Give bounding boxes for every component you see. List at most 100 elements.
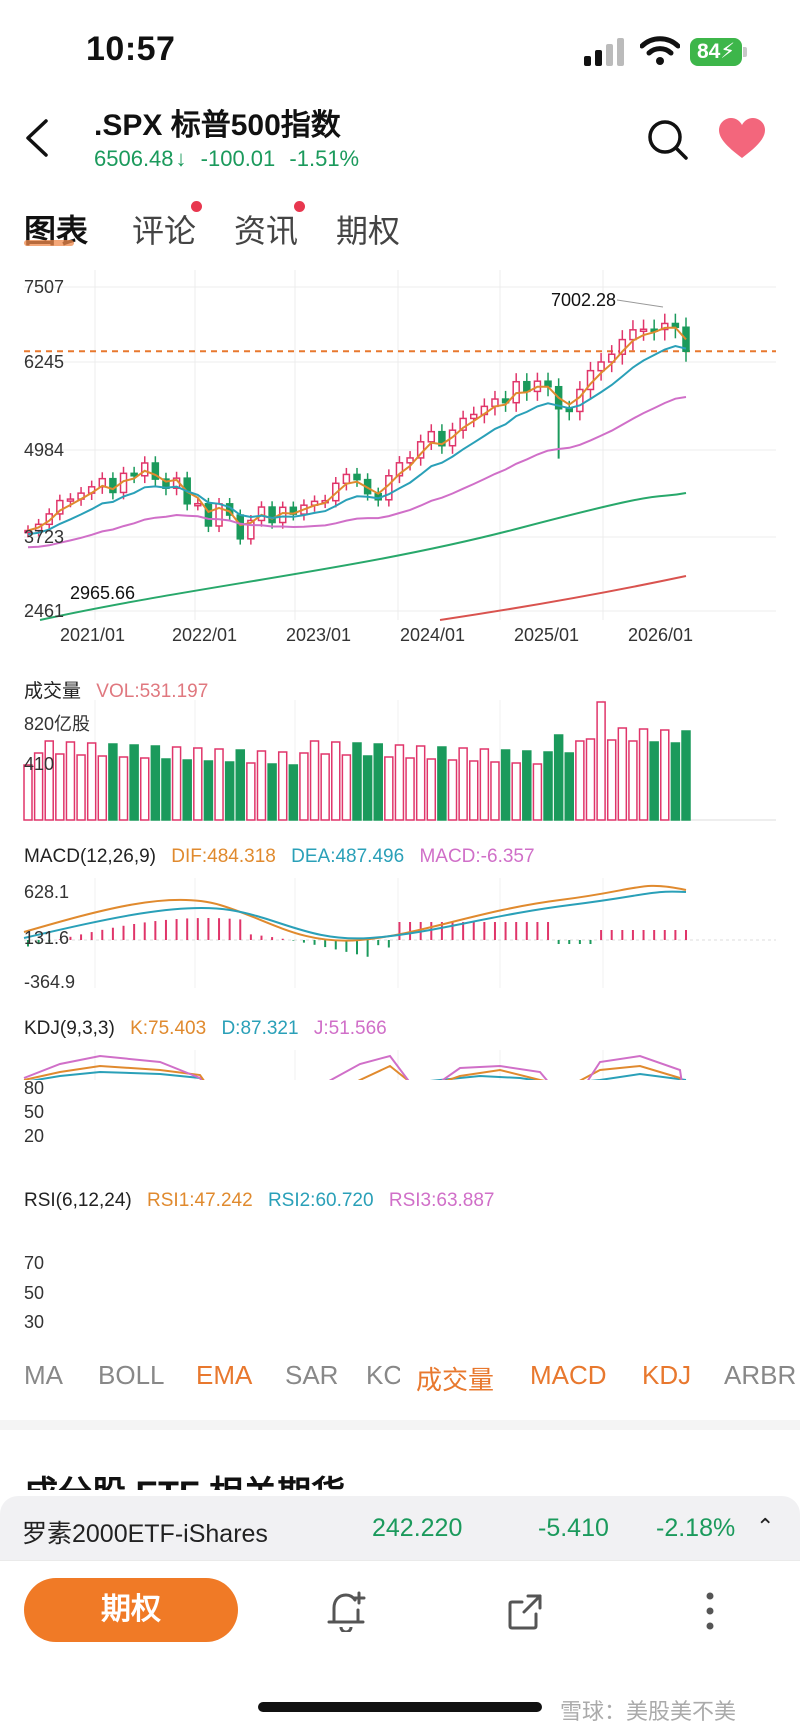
volume-bar — [468, 760, 479, 821]
volume-bar — [522, 750, 532, 821]
indicator-macd[interactable]: MACD — [530, 1360, 607, 1390]
kdj-d: D:87.321 — [221, 1018, 299, 1039]
volume-bar — [150, 745, 161, 821]
ema-line-120 — [39, 492, 687, 621]
x-tick-2024: 2024/01 — [400, 625, 466, 645]
volume-bar — [65, 741, 76, 821]
indicator-kc[interactable]: KC — [366, 1360, 400, 1390]
volume-y-tick-top: 820亿股 — [24, 714, 91, 734]
search-icon[interactable] — [646, 118, 690, 162]
volume-bar — [44, 740, 54, 821]
volume-bar — [341, 754, 352, 821]
candle-body — [24, 529, 32, 534]
low-price-label: 2965.66 — [70, 583, 136, 603]
chevron-up-icon[interactable]: ⌃ — [756, 1514, 775, 1539]
macd-hist: MACD:-6.357 — [419, 846, 535, 867]
volume-y-tick-mid: 410 — [24, 754, 55, 774]
volume-bar — [267, 763, 277, 821]
watermark: 雪球：美股美不美 — [560, 1699, 737, 1724]
rsi-title: RSI(6,12,24) — [24, 1190, 132, 1211]
volume-bar — [638, 728, 649, 821]
candle-body — [438, 430, 446, 447]
x-tick-2022: 2022/01 — [172, 625, 238, 645]
candle-body — [395, 462, 404, 477]
volume-bar — [532, 763, 543, 821]
tab-options[interactable]: 期权 — [336, 213, 401, 249]
kdj-title: KDJ(9,3,3) — [24, 1018, 115, 1039]
volume-bar — [394, 744, 405, 821]
kdj-j-line — [23, 1054, 683, 1080]
volume-bar — [214, 748, 224, 821]
page-title: .SPX 标普500指数 — [94, 109, 341, 142]
volume-bar — [660, 729, 670, 821]
candle-body — [597, 361, 605, 372]
macd-y-tick-mid: 131.6 — [24, 928, 70, 948]
indicator-arbr[interactable]: ARBR — [724, 1360, 797, 1390]
more-options-icon[interactable] — [700, 1590, 720, 1632]
volume-bar — [405, 757, 415, 821]
high-marker-line — [616, 299, 664, 308]
favorite-heart-icon[interactable] — [718, 118, 766, 160]
kdj-k: K:75.403 — [130, 1018, 207, 1039]
volume-bar — [182, 759, 192, 821]
kdj-k-line — [23, 1064, 683, 1080]
candle-body — [56, 499, 64, 515]
x-tick-2021: 2021/01 — [60, 625, 126, 645]
indicator-ema[interactable]: EMA — [196, 1360, 253, 1390]
high-price-label: 7002.28 — [551, 290, 617, 310]
cellular-signal-icon — [584, 38, 624, 66]
volume-bar — [617, 727, 628, 821]
volume-bar — [55, 753, 65, 821]
indicator-boll[interactable]: BOLL — [98, 1360, 165, 1390]
candlestick-chart[interactable] — [0, 0, 800, 1080]
ticker-price: 242.220 — [372, 1514, 463, 1542]
options-button[interactable]: 期权 — [24, 1578, 238, 1642]
volume-bar — [235, 749, 246, 821]
macd-dea: DEA:487.496 — [291, 846, 405, 867]
kdj-j: J:51.566 — [313, 1018, 387, 1039]
back-arrow-icon[interactable] — [22, 118, 52, 158]
candle-body — [523, 380, 531, 393]
constituents-tabs-partial[interactable]: 成分股 ETF 相关期货 — [24, 1466, 345, 1490]
rsi-1: RSI1:47.242 — [147, 1190, 253, 1211]
rsi-y-tick-50: 50 — [24, 1283, 45, 1303]
tab-news[interactable]: 资讯 — [234, 213, 299, 249]
volume-bar — [320, 753, 330, 821]
rsi-y-tick-70: 70 — [24, 1253, 45, 1273]
volume-panel — [23, 700, 776, 821]
volume-bar — [458, 747, 468, 821]
kdj-title-row: KDJ(9,3,3) K:75.403 D:87.321 J:51.566 — [24, 1018, 397, 1040]
volume-bar — [543, 751, 553, 821]
share-icon[interactable] — [506, 1592, 546, 1632]
volume-bar — [649, 741, 659, 821]
indicator-volume[interactable]: 成交量 — [416, 1365, 495, 1395]
rsi-y-tick-30: 30 — [24, 1312, 45, 1332]
indicator-kdj[interactable]: KDJ — [642, 1360, 692, 1390]
price-change-pct: -1.51% — [289, 146, 360, 171]
y-tick-6245: 6245 — [24, 352, 65, 372]
volume-bar — [585, 738, 596, 821]
volume-bar — [479, 748, 490, 821]
indicator-sar[interactable]: SAR — [285, 1360, 339, 1390]
macd-y-tick-bottom: -364.9 — [24, 972, 76, 992]
volume-title-row: 成交量 VOL:531.197 — [24, 676, 218, 703]
volume-bar — [384, 756, 394, 821]
tab-comments-dot — [191, 201, 202, 212]
volume-bar — [500, 749, 511, 821]
kdj-y-tick-80: 80 — [24, 1078, 45, 1098]
volume-bar — [256, 750, 267, 821]
indicator-ma[interactable]: MA — [24, 1360, 63, 1390]
volume-bar — [628, 740, 638, 821]
volume-bar — [490, 761, 500, 821]
kdj-y-tick-50: 50 — [24, 1102, 45, 1122]
candle-body — [236, 514, 245, 540]
volume-value: VOL:531.197 — [96, 681, 209, 702]
volume-bar — [277, 751, 288, 821]
x-tick-2026: 2026/01 — [628, 625, 694, 645]
tab-comments[interactable]: 评论 — [132, 213, 197, 249]
macd-dif: DIF:484.318 — [171, 846, 276, 867]
volume-bar — [553, 734, 564, 821]
macd-dif-line — [23, 884, 687, 942]
related-ticker-bar[interactable]: 罗素2000ETF-iShares 242.220 -5.410 -2.18% … — [0, 1496, 800, 1560]
price-alert-bell-icon[interactable] — [326, 1590, 366, 1632]
